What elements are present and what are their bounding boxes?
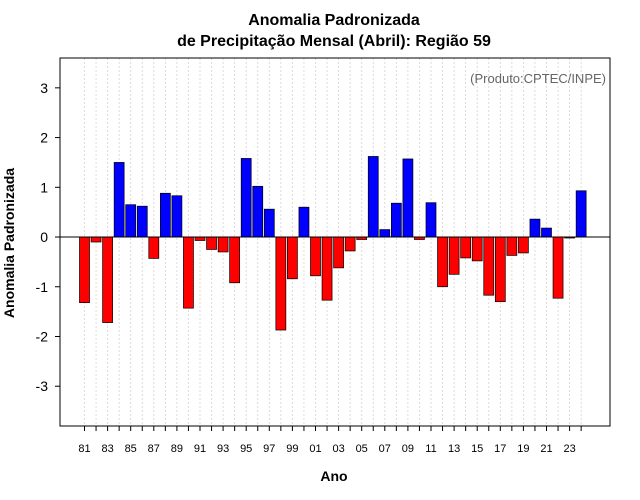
- bar-1999: [287, 237, 297, 279]
- y-tick-label: 0: [40, 229, 48, 245]
- x-tick-label: 83: [101, 443, 113, 455]
- x-tick-label: 11: [425, 443, 436, 455]
- bar-1990: [183, 237, 193, 308]
- x-tick-label: 13: [448, 443, 460, 455]
- bar-1987: [149, 237, 159, 258]
- x-tick-label: 95: [240, 443, 252, 455]
- x-tick-label: 01: [309, 443, 321, 455]
- bar-2022: [553, 237, 563, 298]
- bar-2001: [311, 237, 321, 276]
- x-tick-label: 81: [78, 443, 90, 455]
- x-tick-label: 93: [217, 443, 229, 455]
- bar-1985: [126, 205, 136, 237]
- bar-2017: [495, 237, 505, 302]
- x-tick-label: 97: [263, 443, 275, 455]
- y-tick-label: -3: [36, 378, 49, 394]
- bar-2014: [461, 237, 471, 258]
- bar-2018: [507, 237, 517, 255]
- x-tick-label: 89: [171, 443, 183, 455]
- x-tick-label: 05: [356, 443, 368, 455]
- bar-1989: [172, 196, 182, 237]
- chart: Anomalia Padronizada de Precipitação Men…: [0, 0, 640, 500]
- x-tick-label: 17: [494, 443, 506, 455]
- x-tick-label: 87: [148, 443, 160, 455]
- bar-1986: [137, 206, 147, 237]
- bar-2021: [542, 228, 552, 237]
- bar-1982: [91, 237, 101, 242]
- x-tick-label: 85: [125, 443, 137, 455]
- y-axis: -3 -2 -1 0 1 2 3: [36, 80, 60, 394]
- bar-1995: [241, 158, 251, 237]
- bar-2012: [438, 237, 448, 287]
- bar-2016: [484, 237, 494, 295]
- chart-title-line1: Anomalia Padronizada: [248, 12, 420, 29]
- bar-2020: [530, 219, 540, 237]
- bar-1994: [230, 237, 240, 283]
- bar-2013: [449, 237, 459, 274]
- bar-1988: [160, 193, 170, 237]
- bar-2024: [576, 191, 586, 237]
- chart-title-line2: de Precipitação Mensal (Abril): Região 5…: [177, 33, 491, 50]
- bar-2007: [380, 230, 390, 237]
- y-tick-label: -1: [36, 279, 49, 295]
- x-tick-label: 23: [563, 443, 575, 455]
- y-axis-title: Anomalia Padronizada: [1, 168, 17, 318]
- y-tick-label: -2: [36, 328, 49, 344]
- bar-2009: [403, 159, 413, 237]
- y-tick-label: 2: [40, 130, 48, 146]
- x-tick-label: 03: [332, 443, 344, 455]
- x-tick-label: 19: [517, 443, 529, 455]
- bar-2006: [368, 156, 378, 237]
- bar-2008: [391, 203, 401, 237]
- x-tick-label: 07: [379, 443, 391, 455]
- bar-2015: [472, 237, 482, 261]
- bar-1993: [218, 237, 228, 252]
- bar-2003: [334, 237, 344, 268]
- x-tick-label: 09: [402, 443, 414, 455]
- x-axis-title: Ano: [320, 468, 347, 484]
- bar-1997: [264, 209, 274, 237]
- x-tick-label: 21: [540, 443, 552, 455]
- source-annotation: (Produto:CPTEC/INPE): [470, 71, 606, 86]
- bar-2000: [299, 207, 309, 237]
- bar-1983: [103, 237, 113, 323]
- bar-1992: [207, 237, 217, 249]
- bar-1984: [114, 162, 124, 237]
- bar-2004: [345, 237, 355, 251]
- y-tick-label: 3: [40, 80, 48, 96]
- bar-1996: [253, 186, 263, 237]
- x-tick-label: 99: [286, 443, 298, 455]
- bar-2019: [518, 237, 528, 253]
- x-axis: 81 83 85 87 89 91 93 95 97 99 01 03 05 07 09 11 13 15 17 19…: [78, 426, 581, 455]
- x-tick-label: 91: [194, 443, 206, 455]
- y-tick-label: 1: [40, 179, 48, 195]
- bar-1981: [80, 237, 90, 303]
- bar-2011: [426, 203, 436, 237]
- bar-2002: [322, 237, 332, 300]
- bar-1991: [195, 237, 205, 240]
- x-tick-label: 15: [471, 443, 483, 455]
- bar-1998: [276, 237, 286, 330]
